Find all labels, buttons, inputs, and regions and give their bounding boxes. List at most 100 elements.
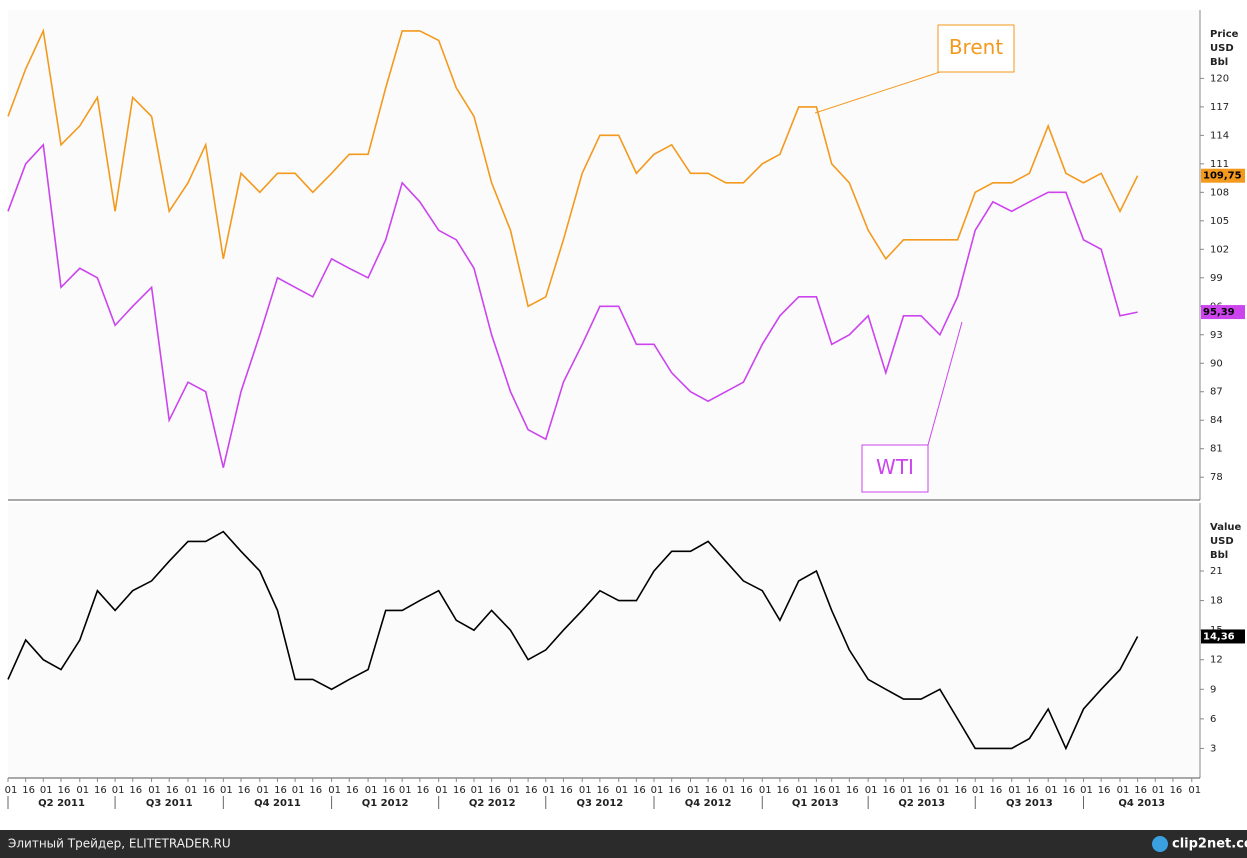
x-minor-tick-label: 16 [238,785,251,796]
x-minor-tick-label: 01 [365,785,378,796]
x-minor-tick-label: 16 [882,785,895,796]
x-minor-tick-label: 16 [705,785,718,796]
annotation-leader [927,321,963,446]
y-axis-title: USD [1210,43,1234,54]
y-tick-label: 114 [1210,130,1229,141]
series-line [7,28,1139,308]
y-tick-label: 90 [1210,358,1223,369]
x-minor-tick-label: 16 [813,785,826,796]
y-axis-title: Bbl [1210,57,1228,68]
x-minor-tick-label: 16 [453,785,466,796]
x-minor-tick-label: 01 [651,785,664,796]
y-tick-label: 120 [1210,73,1229,84]
last-value-label: 95,39 [1203,307,1235,318]
x-minor-tick-label: 01 [5,785,18,796]
x-quarter-label: Q4 2011 [254,798,301,809]
annotation-text: Brent [949,35,1003,59]
last-value-box [1201,305,1245,320]
last-value-box [1201,629,1245,644]
x-quarter-label: Q3 2012 [576,798,623,809]
x-quarter-label: Q1 2013 [792,798,839,809]
x-minor-tick-label: 01 [865,785,878,796]
footer-source: Элитный Трейдер, ELITETRADER.RU [8,837,231,851]
x-minor-tick-label: 01 [615,785,628,796]
y-tick-label: 3 [1210,743,1216,754]
x-minor-tick-label: 01 [112,785,125,796]
last-value-label: 14,36 [1203,631,1235,642]
x-minor-tick-label: 16 [94,785,107,796]
y-axis-title: Bbl [1210,550,1228,561]
x-minor-tick-label: 01 [1080,785,1093,796]
last-value-box [1201,168,1245,183]
x-minor-tick-label: 16 [525,785,538,796]
annotation-leader [814,71,941,114]
x-minor-tick-label: 16 [1062,785,1075,796]
x-minor-tick-label: 16 [382,785,395,796]
y-tick-label: 102 [1210,244,1229,255]
x-minor-tick-label: 16 [129,785,142,796]
x-minor-tick-label: 01 [795,785,808,796]
y-tick-label: 78 [1210,472,1223,483]
x-minor-tick-label: 16 [274,785,287,796]
x-minor-tick-label: 01 [579,785,592,796]
y-tick-label: 93 [1210,330,1223,341]
annotation-text: WTI [876,455,914,479]
x-minor-tick-label: 01 [40,785,53,796]
x-minor-tick-label: 01 [435,785,448,796]
x-minor-tick-label: 01 [292,785,305,796]
x-minor-tick-label: 01 [1152,785,1165,796]
y-tick-label: 117 [1210,102,1229,113]
x-minor-tick-label: 01 [900,785,913,796]
x-minor-tick-label: 16 [22,785,35,796]
y-tick-label: 84 [1210,415,1223,426]
x-minor-tick-label: 01 [722,785,735,796]
x-minor-tick-label: 16 [416,785,429,796]
x-minor-tick-label: 16 [597,785,610,796]
y-tick-label: 18 [1210,596,1223,607]
x-minor-tick-label: 16 [1098,785,1111,796]
y-tick-label: 111 [1210,159,1229,170]
x-minor-tick-label: 16 [990,785,1003,796]
footer-bar [0,830,1247,858]
x-minor-tick-label: 16 [560,785,573,796]
x-quarter-label: Q2 2013 [898,798,945,809]
x-minor-tick-label: 01 [937,785,950,796]
x-minor-tick-label: 16 [1134,785,1147,796]
series-line [7,530,1139,751]
x-quarter-label: Q2 2011 [38,798,85,809]
x-minor-tick-label: 01 [542,785,555,796]
x-minor-tick-label: 01 [1188,785,1201,796]
x-minor-tick-label: 01 [220,785,233,796]
x-minor-tick-label: 01 [828,785,841,796]
x-minor-tick-label: 16 [309,785,322,796]
x-minor-tick-label: 01 [1045,785,1058,796]
x-minor-tick-label: 16 [202,785,215,796]
x-minor-tick-label: 16 [488,785,501,796]
x-minor-tick-label: 01 [1008,785,1021,796]
y-tick-label: 87 [1210,387,1223,398]
y-axis-title: Price [1210,29,1239,40]
x-minor-tick-label: 01 [972,785,985,796]
x-minor-tick-label: 01 [328,785,341,796]
x-minor-tick-label: 16 [58,785,71,796]
y-tick-label: 108 [1210,187,1229,198]
y-tick-label: 105 [1210,216,1229,227]
x-minor-tick-label: 16 [777,785,790,796]
logo-icon [1152,836,1168,852]
plot-area [8,10,1200,500]
y-axis-title: USD [1210,536,1234,547]
annotation-box [861,444,929,493]
plot-area [8,503,1200,778]
footer-logo: clip2net.com [1172,837,1247,852]
x-minor-tick-label: 01 [687,785,700,796]
x-minor-tick-label: 16 [633,785,646,796]
x-quarter-label: Q2 2012 [469,798,516,809]
x-quarter-label: Q4 2012 [685,798,732,809]
x-minor-tick-label: 01 [471,785,484,796]
x-minor-tick-label: 01 [399,785,412,796]
y-tick-label: 12 [1210,655,1223,666]
x-minor-tick-label: 01 [76,785,89,796]
x-minor-tick-label: 01 [507,785,520,796]
y-tick-label: 99 [1210,273,1223,284]
